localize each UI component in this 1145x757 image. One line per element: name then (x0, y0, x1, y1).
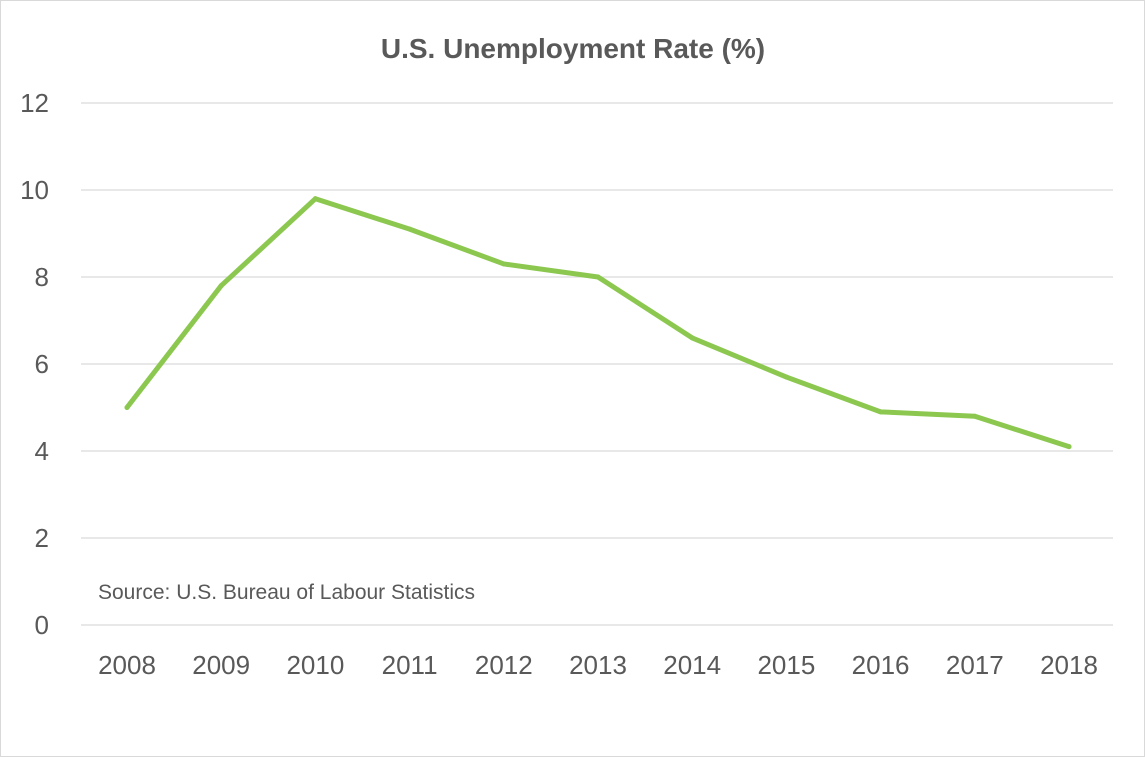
y-tick-label: 12 (20, 88, 49, 118)
series-line-0 (124, 196, 1072, 450)
y-tick-label: 2 (35, 523, 49, 553)
x-tick-label: 2009 (192, 650, 250, 680)
x-axis-ticks: 2008 2009 2010 2011 2012 2013 2014 2015 2016 2017… (98, 650, 1098, 680)
data-point (878, 409, 884, 415)
x-tick-label: 2017 (946, 650, 1004, 680)
series-layer (124, 196, 1072, 450)
data-point (595, 274, 601, 280)
data-point (218, 283, 224, 289)
y-tick-label: 8 (35, 262, 49, 292)
x-tick-label: 2016 (852, 650, 910, 680)
x-tick-label: 2008 (98, 650, 156, 680)
data-point (407, 226, 413, 232)
source-annotation: Source: U.S. Bureau of Labour Statistics (98, 581, 475, 604)
x-tick-label: 2015 (757, 650, 815, 680)
y-tick-label: 4 (35, 436, 49, 466)
chart-title: U.S. Unemployment Rate (%) (381, 33, 765, 64)
x-tick-label: 2018 (1040, 650, 1098, 680)
x-tick-label: 2010 (286, 650, 344, 680)
data-point (124, 405, 130, 410)
x-tick-label: 2012 (475, 650, 533, 680)
y-tick-label: 0 (35, 610, 49, 640)
x-tick-label: 2011 (382, 650, 438, 680)
data-point (689, 335, 695, 341)
data-point (1066, 444, 1072, 450)
y-tick-label: 6 (35, 349, 49, 379)
x-tick-label: 2014 (663, 650, 721, 680)
data-point (972, 413, 978, 419)
y-tick-label: 10 (20, 175, 49, 205)
data-point (312, 196, 318, 202)
data-point (783, 374, 789, 380)
y-axis-ticks: 0 2 4 6 8 10 12 (20, 88, 49, 640)
data-point (501, 261, 507, 267)
x-tick-label: 2013 (569, 650, 627, 680)
gridlines (81, 102, 1113, 626)
